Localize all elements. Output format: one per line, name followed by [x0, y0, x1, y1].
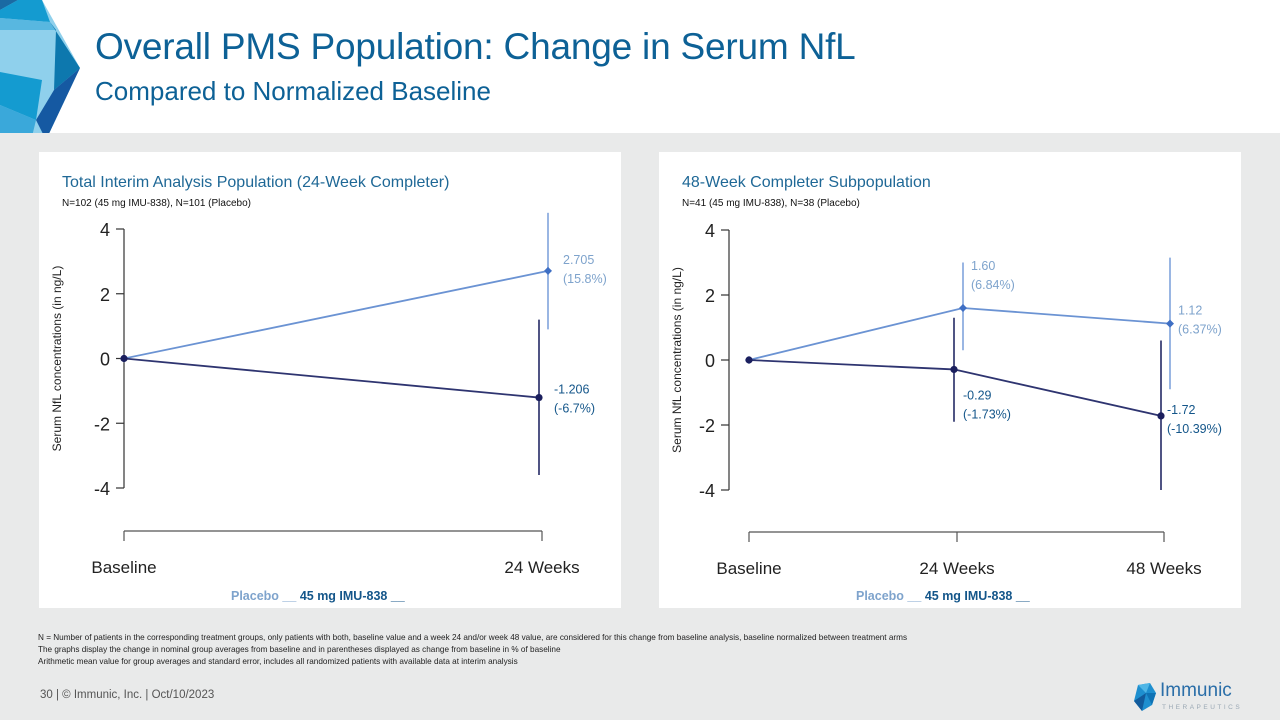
data-point-drug: [950, 365, 958, 374]
legend-drug: 45 mg IMU-838 __: [299, 589, 405, 603]
y-tick-label: -4: [699, 481, 715, 501]
data-label-percent: (-10.39%): [1167, 422, 1222, 436]
y-tick-label: 2: [705, 286, 715, 306]
data-label-value: 2.705: [563, 253, 594, 267]
chart-title: Total Interim Analysis Population (24-We…: [62, 174, 450, 191]
data-point-drug: [1157, 412, 1165, 420]
x-tick-label: Baseline: [91, 558, 156, 577]
y-tick-label: 0: [705, 351, 715, 371]
chart-sample-sizes: N=41 (45 mg IMU-838), N=38 (Placebo): [682, 198, 860, 209]
brand-logo: Immunic THERAPEUTICS: [1132, 680, 1252, 715]
data-point-drug: [535, 393, 543, 402]
y-tick-label: 2: [100, 285, 110, 305]
data-label-value: -1.206: [554, 383, 589, 397]
chart-legend: Placebo __ 45 mg IMU-838 __: [231, 589, 405, 603]
corner-decoration: [0, 0, 80, 170]
y-axis-label: Serum NfL concentrations (in ng/L): [670, 267, 684, 453]
y-tick-label: -2: [94, 414, 110, 434]
data-label-value: -0.29: [963, 388, 992, 402]
data-point-placebo: [544, 266, 552, 275]
legend-drug: 45 mg IMU-838 __: [924, 589, 1030, 603]
data-label-value: -1.72: [1167, 403, 1196, 417]
x-tick-label: 48 Weeks: [1126, 559, 1201, 578]
x-tick-label: Baseline: [716, 559, 781, 578]
chart-legend: Placebo __ 45 mg IMU-838 __: [856, 589, 1030, 603]
data-label-percent: (-6.7%): [554, 402, 595, 416]
data-label-percent: (15.8%): [563, 272, 607, 286]
chart-sample-sizes: N=102 (45 mg IMU-838), N=101 (Placebo): [62, 198, 251, 209]
y-tick-label: -4: [94, 479, 110, 499]
data-point-drug: [745, 356, 753, 364]
y-axis-label: Serum NfL concentrations (in ng/L): [50, 266, 64, 452]
data-label-percent: (6.37%): [1178, 323, 1222, 337]
chart-24-week: 4 2 0 -2 -4 Serum NfL concentrations (in ng/L…: [50, 212, 607, 577]
y-tick-label: 4: [705, 221, 715, 241]
data-label-percent: (-1.73%): [963, 407, 1011, 421]
chart-panel-48-week: 48-Week Completer Subpopulation N=41 (45…: [659, 152, 1241, 608]
data-point-drug: [120, 354, 128, 363]
data-label-value: 1.12: [1178, 304, 1202, 318]
footer-text: 30 | © Immunic, Inc. | Oct/10/2023: [40, 689, 215, 701]
x-tick-label: 24 Weeks: [919, 559, 994, 578]
data-point-placebo: [1166, 319, 1174, 328]
y-tick-label: -2: [699, 416, 715, 436]
chart-title: 48-Week Completer Subpopulation: [682, 174, 931, 191]
footnote: N = Number of patients in the correspond…: [38, 633, 908, 642]
page-title: Overall PMS Population: Change in Serum …: [95, 26, 856, 67]
data-label-value: 1.60: [971, 259, 995, 273]
chart-48-week: 4 2 0 -2 -4 Serum NfL concentrations (in ng/L…: [670, 221, 1222, 578]
y-tick-label: 0: [100, 350, 110, 370]
page-subtitle: Compared to Normalized Baseline: [95, 76, 491, 106]
series-line-placebo: [748, 307, 1171, 361]
brand-tagline: THERAPEUTICS: [1162, 704, 1243, 711]
y-tick-label: 4: [100, 220, 110, 240]
chart-panel-24-week: Total Interim Analysis Population (24-We…: [39, 152, 621, 608]
footnote: Arithmetic mean value for group averages…: [38, 657, 518, 666]
x-tick-label: 24 Weeks: [504, 558, 579, 577]
footnotes: N = Number of patients in the correspond…: [38, 632, 907, 668]
legend-placebo: Placebo __: [856, 589, 922, 603]
immunic-logo-icon: [1134, 683, 1156, 711]
legend-placebo: Placebo __: [231, 589, 297, 603]
footnote: The graphs display the change in nominal…: [38, 645, 561, 654]
data-point-placebo: [959, 304, 967, 312]
series-line-drug: [123, 357, 540, 399]
data-label-percent: (6.84%): [971, 278, 1015, 292]
footer: [0, 675, 1280, 720]
brand-name: Immunic: [1160, 680, 1232, 701]
series-line-placebo: [123, 270, 549, 360]
